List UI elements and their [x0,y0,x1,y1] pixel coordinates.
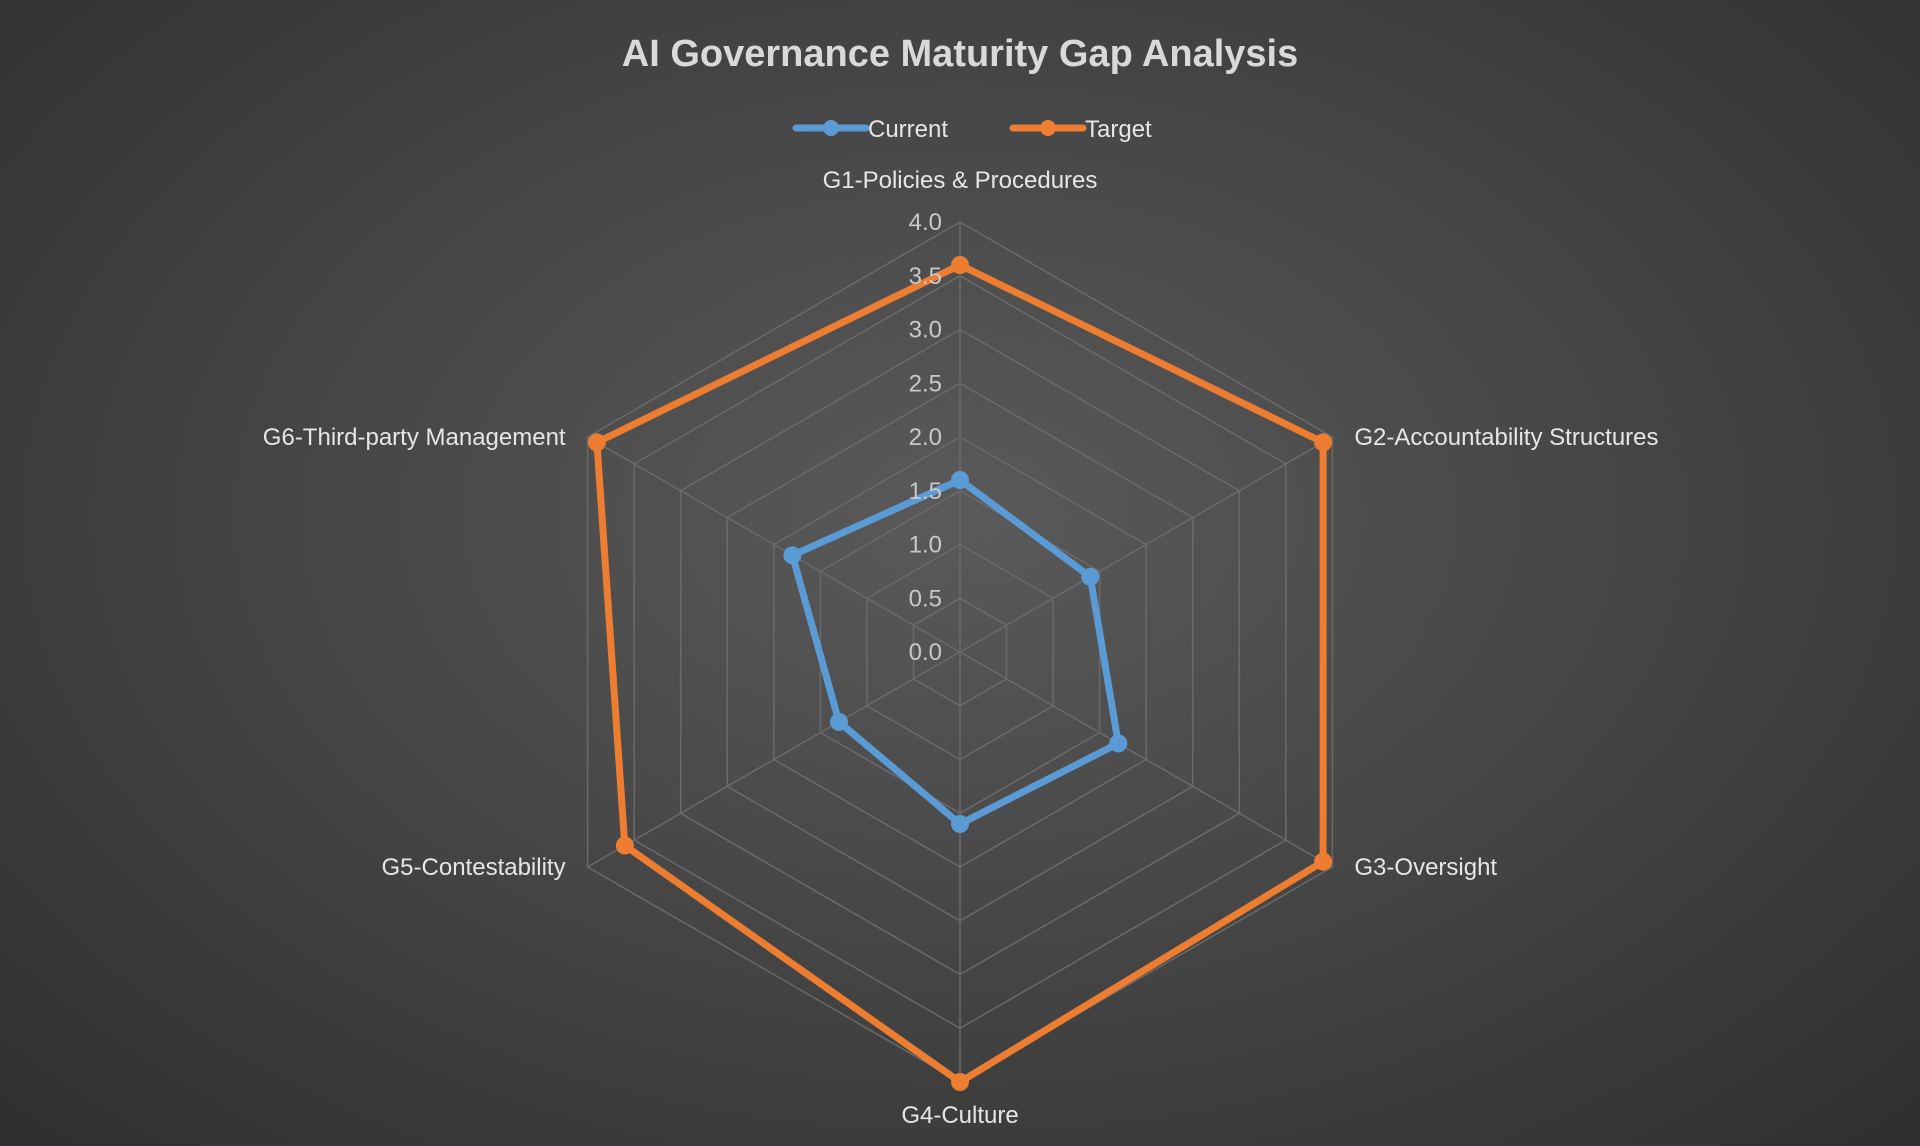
data-point [830,712,848,731]
category-label: G1-Policies & Procedures [823,167,1098,194]
data-point [1314,852,1333,871]
legend-marker [823,120,839,136]
category-label: G4-Culture [901,1102,1018,1129]
tick-label: 3.5 [909,263,942,290]
data-point [951,471,969,489]
category-label: G3-Oversight [1354,854,1497,881]
axis-spoke [587,651,961,868]
category-label: G5-Contestability [382,854,566,881]
axis-spoke [959,436,1333,653]
data-point [1109,734,1128,753]
category-label: G6-Third-party Management [263,424,566,451]
category-label: G2-Accountability Structures [1354,424,1658,451]
data-point [1081,567,1100,586]
series-line [788,476,1122,828]
tick-label: 2.0 [909,424,942,451]
data-point [587,433,606,452]
tick-label: 0.0 [909,639,942,666]
legend-item-current: Current [792,116,948,143]
category-labels: G1-Policies & Procedures G2-Accountabilit… [263,167,1659,1129]
legend-marker [1040,120,1056,136]
chart-title: AI Governance Maturity Gap Analysis [622,33,1298,75]
tick-label: 1.5 [909,478,942,505]
tick-layer: 0.0 0.5 1.0 1.5 2.0 2.5 3.0 3.5 4.0 [909,209,942,666]
legend-label: Current [868,116,948,143]
series-target [587,256,1333,1091]
tick-label: 3.0 [909,317,942,344]
axis-spoke [587,436,961,653]
grid-layer [586,221,1334,1083]
tick-label: 4.0 [909,209,942,236]
tick-label: 1.0 [909,532,942,559]
data-point [1314,433,1333,452]
data-point [783,546,802,565]
axis-spoke [959,651,1333,868]
data-point [615,836,634,855]
tick-label: 0.5 [909,585,942,612]
series-layer [587,256,1333,1091]
data-point [951,1073,969,1091]
data-point [951,815,969,833]
legend: Current Target [792,116,1152,143]
series-current [783,471,1128,833]
legend-item-target: Target [1009,116,1152,143]
tick-label: 2.5 [909,370,942,397]
legend-label: Target [1085,116,1152,143]
data-point [951,256,969,274]
